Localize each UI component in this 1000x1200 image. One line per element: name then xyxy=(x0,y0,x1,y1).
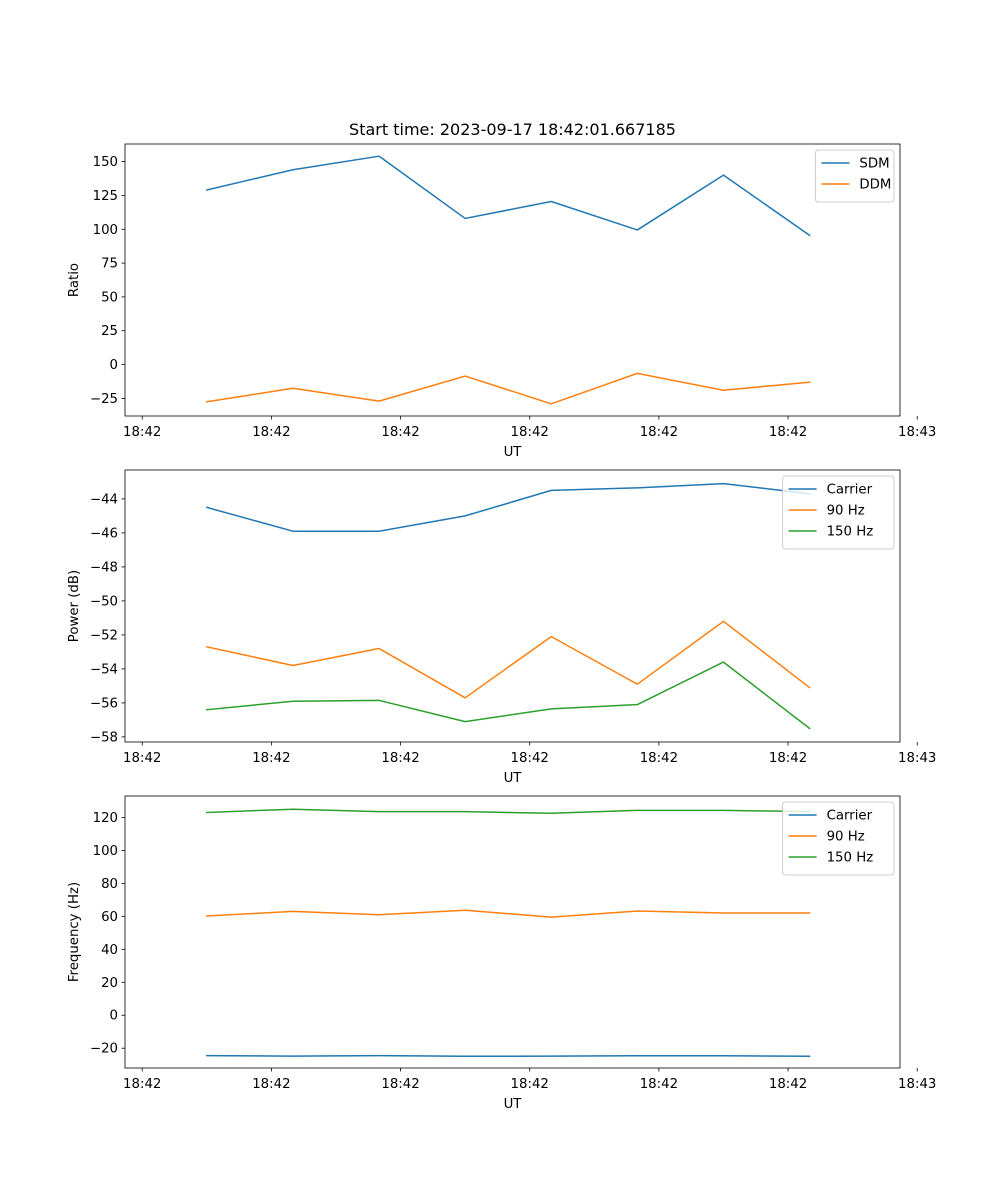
y-tick-label: −52 xyxy=(90,628,118,643)
x-tick-label: 18:42 xyxy=(769,751,807,766)
y-tick-label: 125 xyxy=(93,189,118,204)
x-tick-label: 18:42 xyxy=(252,751,290,766)
x-tick-label: 18:42 xyxy=(640,751,678,766)
y-tick-label: −50 xyxy=(90,594,118,609)
y-tick-label: 100 xyxy=(93,844,118,859)
legend-label: 150 Hz xyxy=(827,525,874,540)
y-tick-label: −44 xyxy=(90,492,118,507)
x-tick-label: 18:42 xyxy=(769,1077,807,1092)
y-tick-label: 120 xyxy=(93,811,118,826)
y-tick-label: 0 xyxy=(110,1009,118,1024)
y-tick-label: 0 xyxy=(110,358,118,373)
legend-label: 90 Hz xyxy=(827,504,865,519)
legend-label: Carrier xyxy=(827,483,873,498)
x-tick-label: 18:42 xyxy=(381,1077,419,1092)
series-line-90-hz xyxy=(206,909,811,918)
y-tick-label: 40 xyxy=(101,943,118,958)
x-axis-label: UT xyxy=(504,445,523,460)
axes-frame xyxy=(124,143,901,417)
chart-panel-1: Start time: 2023-09-17 18:42:01.667185 18… xyxy=(67,120,936,460)
y-tick-label: −25 xyxy=(90,392,118,407)
y-axis-label: Ratio xyxy=(67,263,82,297)
legend-label: 90 Hz xyxy=(827,830,865,845)
legend-label: 150 Hz xyxy=(827,851,874,866)
y-tick-label: −48 xyxy=(90,560,118,575)
x-tick-label: 18:42 xyxy=(511,1077,549,1092)
x-tick-label: 18:42 xyxy=(252,1077,290,1092)
x-tick-label: 18:42 xyxy=(769,425,807,440)
y-tick-label: 100 xyxy=(93,223,118,238)
y-tick-label: 20 xyxy=(101,976,118,991)
y-tick-label: 25 xyxy=(101,324,118,339)
legend-label: DDM xyxy=(859,178,891,193)
chart-title: Start time: 2023-09-17 18:42:01.667185 xyxy=(349,120,676,139)
legend: SDM DDM xyxy=(814,149,895,203)
x-tick-label: 18:43 xyxy=(898,751,936,766)
legend: Carrier 90 Hz 150 Hz xyxy=(782,475,895,550)
y-tick-label: −58 xyxy=(90,730,118,745)
y-tick-label: 80 xyxy=(101,877,118,892)
y-tick-label: 60 xyxy=(101,910,118,925)
axes-frame xyxy=(124,795,901,1069)
x-tick-label: 18:42 xyxy=(640,425,678,440)
series-line-carrier xyxy=(205,482,811,532)
y-tick-label: 50 xyxy=(101,290,118,305)
x-tick-label: 18:43 xyxy=(898,425,936,440)
x-tick-label: 18:42 xyxy=(252,425,290,440)
series-line-150-hz xyxy=(206,808,811,815)
y-axis-label: Power (dB) xyxy=(67,570,82,642)
y-tick-label: 150 xyxy=(93,155,118,170)
series-line-carrier xyxy=(206,1054,811,1058)
y-tick-label: −56 xyxy=(90,696,118,711)
axes-frame xyxy=(124,469,901,743)
y-tick-label: −46 xyxy=(90,526,118,541)
legend: Carrier 90 Hz 150 Hz xyxy=(782,801,895,876)
x-axis-label: UT xyxy=(504,1097,523,1112)
x-tick-label: 18:43 xyxy=(898,1077,936,1092)
series-line-sdm xyxy=(205,155,811,237)
y-tick-label: 75 xyxy=(101,257,118,272)
x-tick-label: 18:42 xyxy=(640,1077,678,1092)
x-axis-label: UT xyxy=(504,771,523,786)
x-tick-label: 18:42 xyxy=(123,751,161,766)
x-tick-label: 18:42 xyxy=(381,751,419,766)
series-line-ddm xyxy=(205,372,811,405)
legend-label: SDM xyxy=(859,157,889,172)
series-line-90-hz xyxy=(205,620,811,699)
x-tick-label: 18:42 xyxy=(511,425,549,440)
y-axis-label: Frequency (Hz) xyxy=(67,882,82,982)
x-tick-label: 18:42 xyxy=(381,425,419,440)
legend-label: Carrier xyxy=(827,809,873,824)
x-tick-label: 18:42 xyxy=(123,1077,161,1092)
series-line-150-hz xyxy=(205,661,811,730)
x-tick-label: 18:42 xyxy=(123,425,161,440)
chart-panel-3: 18:42 18:42 18:42 18:42 18:42 18:42 18:43 −20 0 2… xyxy=(67,795,936,1112)
chart-panel-2: 18:42 18:42 18:42 18:42 18:42 18:42 18:43 −58 −5… xyxy=(67,469,936,786)
y-tick-label: −54 xyxy=(90,662,118,677)
x-tick-label: 18:42 xyxy=(511,751,549,766)
y-tick-label: −20 xyxy=(90,1042,118,1057)
